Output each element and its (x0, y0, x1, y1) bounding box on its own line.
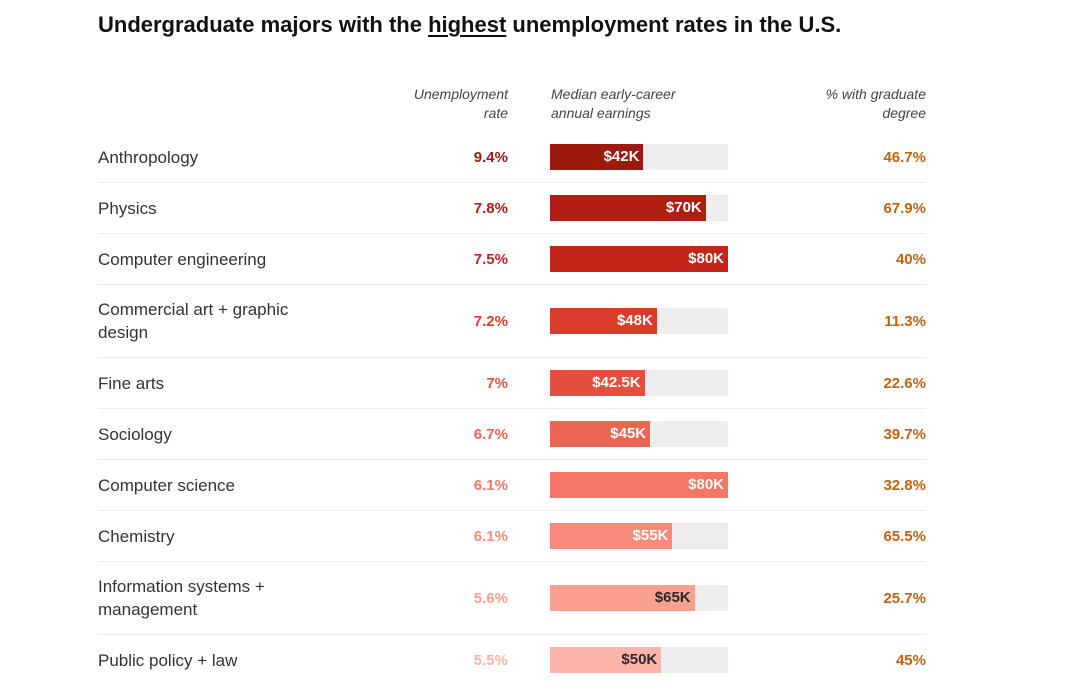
header-graduate-degree: % with graduate degree (825, 86, 926, 121)
unemployment-rate: 5.5% (473, 651, 508, 669)
major-name: Anthropology (98, 147, 199, 167)
major-name: Computer engineering (98, 249, 267, 269)
table-row: Fine arts 7% $42.5K 22.6% (98, 358, 926, 409)
major-name: Chemistry (98, 526, 175, 546)
unemployment-rate: 7.2% (473, 312, 508, 330)
unemployment-rate: 7% (486, 374, 508, 392)
earnings-label: $55K (632, 527, 669, 544)
table-row: Chemistry 6.1% $55K 65.5% (98, 511, 926, 562)
major-name: Fine arts (98, 373, 165, 393)
graduate-degree-pct: 25.7% (883, 589, 926, 607)
earnings-track: $45K (550, 421, 728, 447)
major-name: Information systems + management (98, 577, 265, 619)
major-name: Commercial art + graphic design (98, 300, 289, 342)
earnings-label: $42K (603, 148, 640, 165)
graduate-degree-pct: 32.8% (883, 476, 926, 494)
earnings-track: $65K (550, 585, 728, 611)
earnings-bar: $55K (550, 523, 673, 549)
table-body: Anthropology 9.4% $42K 46.7% Physics 7.8%… (98, 132, 926, 685)
earnings-label: $50K (621, 651, 658, 668)
unemployment-rate: 6.7% (473, 425, 508, 443)
unemployment-rate: 5.6% (473, 589, 508, 607)
title-emphasis: highest (428, 12, 507, 37)
earnings-track: $50K (550, 647, 728, 673)
earnings-bar: $45K (550, 421, 651, 447)
earnings-label: $80K (688, 250, 724, 267)
earnings-label: $42.5K (592, 374, 641, 391)
earnings-label: $70K (665, 199, 702, 216)
unemployment-rate: 6.1% (473, 476, 508, 494)
earnings-bar: $42.5K (550, 370, 645, 396)
unemployment-rate: 7.5% (473, 250, 508, 268)
graduate-degree-pct: 65.5% (883, 527, 926, 545)
title-text: Undergraduate majors with the (98, 12, 429, 37)
graduate-degree-pct: 22.6% (883, 374, 926, 392)
header-earnings: Median early-career annual earnings (551, 86, 676, 121)
table-row: Information systems + management 5.6% $6… (98, 562, 926, 635)
earnings-track: $80K (550, 472, 728, 498)
header-unemployment-rate: Unemployment rate (413, 86, 508, 121)
earnings-label: $48K (616, 312, 653, 329)
earnings-track: $55K (550, 523, 728, 549)
major-name: Sociology (98, 424, 172, 444)
graduate-degree-pct: 40% (895, 250, 926, 268)
earnings-bar: $48K (550, 308, 657, 334)
unemployment-rate: 6.1% (473, 527, 508, 545)
graduate-degree-pct: 46.7% (883, 148, 926, 166)
table-row: Commercial art + graphic design 7.2% $48… (98, 285, 926, 358)
earnings-label: $45K (610, 425, 647, 442)
graduate-degree-pct: 67.9% (883, 199, 926, 217)
unemployment-rate: 7.8% (473, 199, 508, 217)
table-row: Sociology 6.7% $45K 39.7% (98, 409, 926, 460)
graduate-degree-pct: 11.3% (884, 312, 926, 330)
earnings-bar: $80K (550, 472, 728, 498)
earnings-bar: $42K (550, 144, 644, 170)
title-text: unemployment rates in the U.S. (506, 12, 842, 37)
earnings-track: $42K (550, 144, 728, 170)
major-name: Physics (98, 198, 157, 218)
major-name: Public policy + law (98, 650, 238, 670)
earnings-label: $80K (688, 476, 724, 493)
earnings-track: $42.5K (550, 370, 728, 396)
table-row: Computer science 6.1% $80K 32.8% (98, 460, 926, 511)
earnings-track: $70K (550, 195, 728, 221)
earnings-label: $65K (654, 589, 691, 606)
earnings-bar: $70K (550, 195, 706, 221)
table-row: Public policy + law 5.5% $50K 45% (98, 635, 926, 685)
unemployment-rate: 9.4% (473, 148, 508, 166)
earnings-track: $80K (550, 246, 728, 272)
major-name: Computer science (98, 475, 236, 495)
earnings-bar: $80K (550, 246, 728, 272)
table-row: Physics 7.8% $70K 67.9% (98, 183, 926, 234)
chart-title: Undergraduate majors with the highest un… (98, 12, 841, 38)
earnings-bar: $65K (550, 585, 695, 611)
earnings-bar: $50K (550, 647, 662, 673)
earnings-track: $48K (550, 308, 728, 334)
graduate-degree-pct: 39.7% (883, 425, 926, 443)
table-row: Anthropology 9.4% $42K 46.7% (98, 132, 926, 183)
table-row: Computer engineering 7.5% $80K 40% (98, 234, 926, 285)
graduate-degree-pct: 45% (895, 651, 926, 669)
